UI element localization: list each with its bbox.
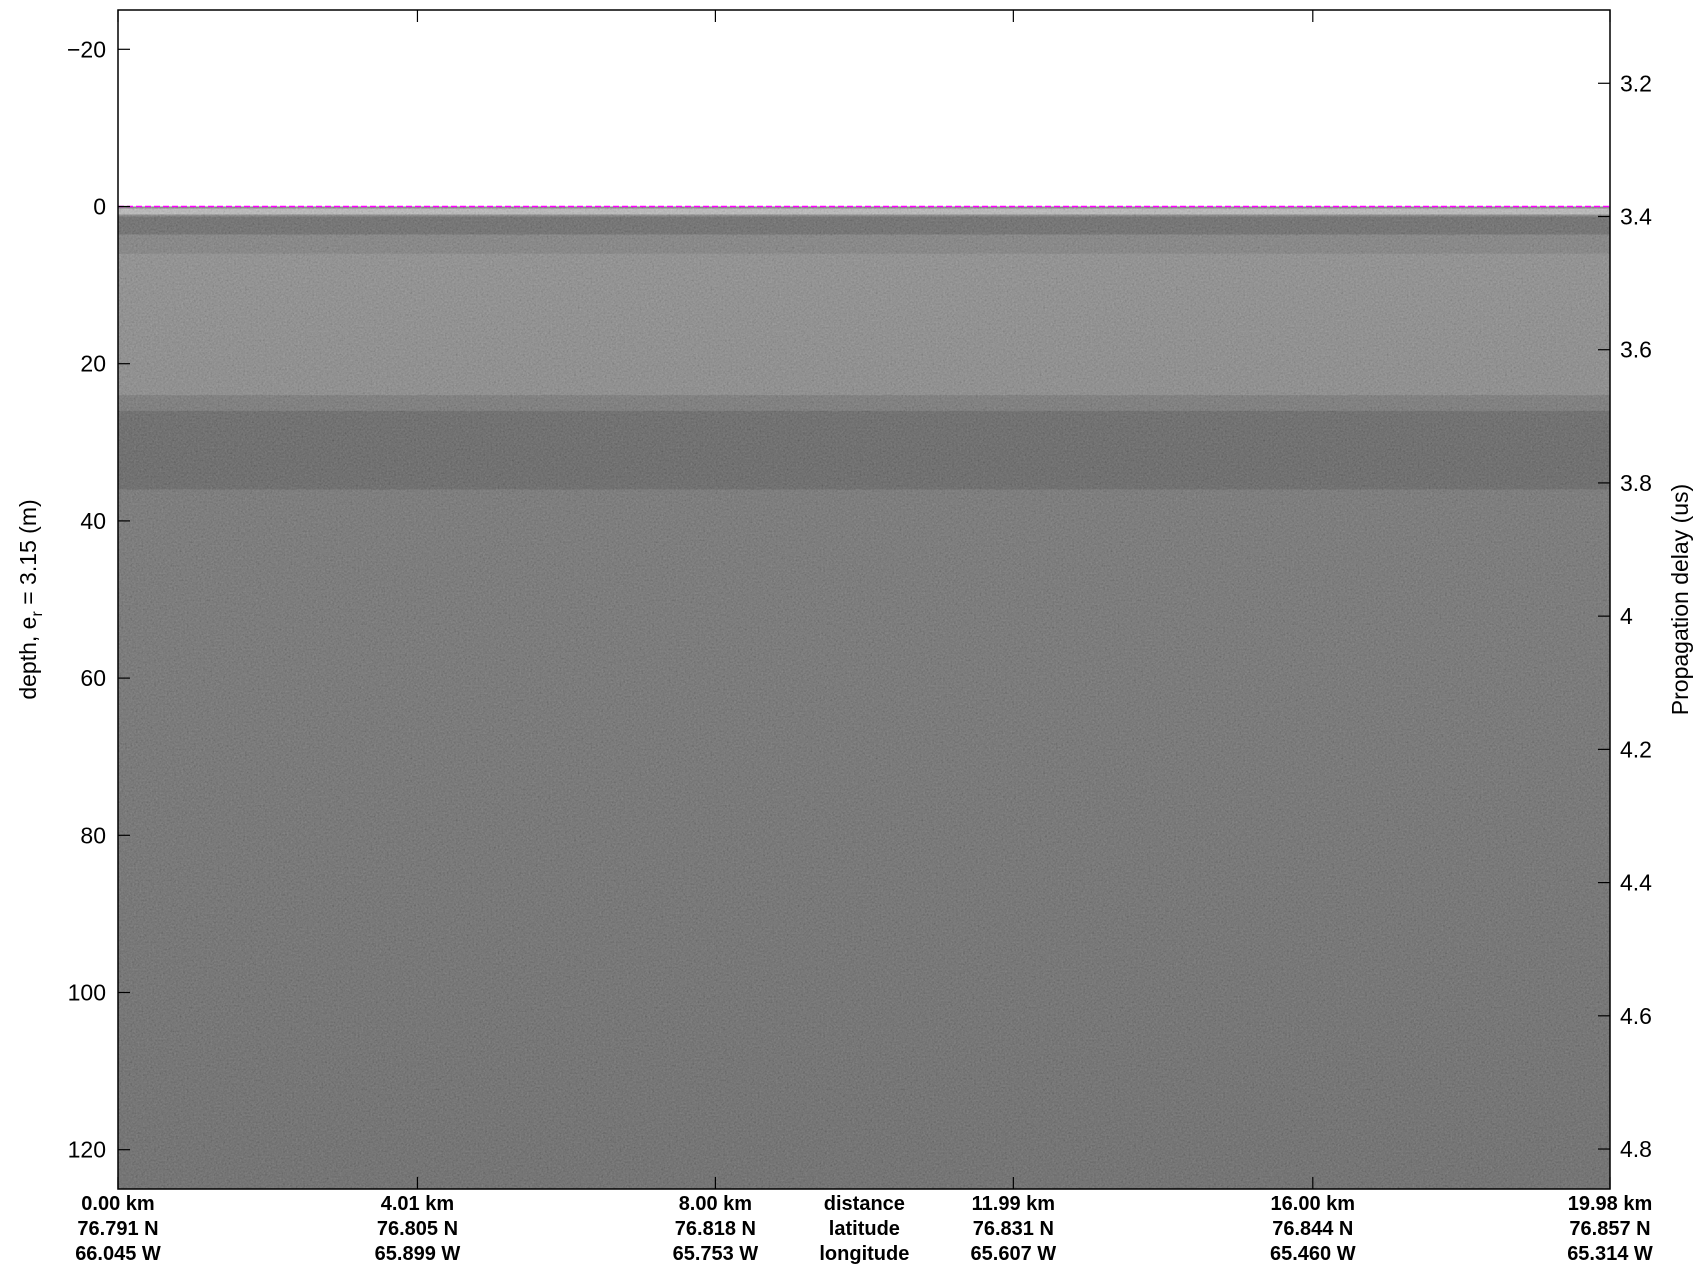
distance-label: 16.00 km <box>1271 1193 1356 1215</box>
bottom-coordinate-labels: 0.00 km 4.01 km 8.00 km 11.99 km 16.00 km 19.… <box>75 1193 1653 1265</box>
left-axis-title: depth, er = 3.15 (m) <box>15 499 46 699</box>
latitude-label: 76.857 N <box>1569 1218 1650 1240</box>
echogram-speckle <box>118 206 1610 1189</box>
latitude-label: 76.831 N <box>973 1218 1054 1240</box>
distance-row-name: distance <box>824 1193 905 1215</box>
right-axis-title: Propagation delay (us) <box>1667 484 1693 715</box>
left-axis: −20 0 20 40 60 80 100 120 <box>67 36 130 1163</box>
longitude-label: 65.899 W <box>375 1243 461 1265</box>
latitude-label: 76.818 N <box>675 1218 756 1240</box>
right-tick-label: 4.6 <box>1620 1003 1652 1029</box>
left-tick-label: 20 <box>80 351 106 377</box>
bottom-axis <box>117 10 1611 1189</box>
latitude-label: 76.844 N <box>1272 1218 1353 1240</box>
left-tick-label: 80 <box>80 822 106 848</box>
distance-label: 11.99 km <box>972 1193 1055 1215</box>
right-tick-label: 4.8 <box>1620 1136 1652 1162</box>
right-tick-label: 3.6 <box>1620 337 1652 363</box>
echogram-image <box>118 206 1610 1189</box>
right-axis: 3.2 3.4 3.6 3.8 4 4.2 4.4 4.6 4.8 <box>1598 70 1652 1162</box>
distance-label: 0.00 km <box>81 1193 154 1215</box>
latitude-label: 76.791 N <box>77 1218 158 1240</box>
longitude-label: 66.045 W <box>75 1243 161 1265</box>
echogram-air-region <box>118 10 1610 207</box>
right-tick-label: 4.2 <box>1620 736 1652 762</box>
longitude-label: 65.753 W <box>673 1243 759 1265</box>
right-tick-label: 3.2 <box>1620 70 1652 96</box>
distance-label: 19.98 km <box>1568 1193 1653 1215</box>
distance-label: 8.00 km <box>679 1193 752 1215</box>
left-tick-label: 60 <box>80 665 106 691</box>
left-tick-label: 120 <box>68 1137 106 1163</box>
left-tick-label: −20 <box>67 36 106 62</box>
right-tick-label: 4 <box>1620 603 1633 629</box>
latitude-label: 76.805 N <box>377 1218 458 1240</box>
right-tick-label: 4.4 <box>1620 870 1652 896</box>
latitude-row-name: latitude <box>829 1218 900 1240</box>
longitude-row-name: longitude <box>819 1243 909 1265</box>
left-tick-label: 0 <box>93 194 106 220</box>
left-tick-label: 100 <box>68 980 106 1006</box>
longitude-label: 65.607 W <box>971 1243 1057 1265</box>
right-tick-label: 3.8 <box>1620 470 1652 496</box>
longitude-label: 65.460 W <box>1270 1243 1356 1265</box>
longitude-label: 65.314 W <box>1567 1243 1653 1265</box>
right-tick-label: 3.4 <box>1620 203 1652 229</box>
plot-frame <box>117 9 1611 1190</box>
distance-label: 4.01 km <box>381 1193 454 1215</box>
left-tick-label: 40 <box>80 508 106 534</box>
